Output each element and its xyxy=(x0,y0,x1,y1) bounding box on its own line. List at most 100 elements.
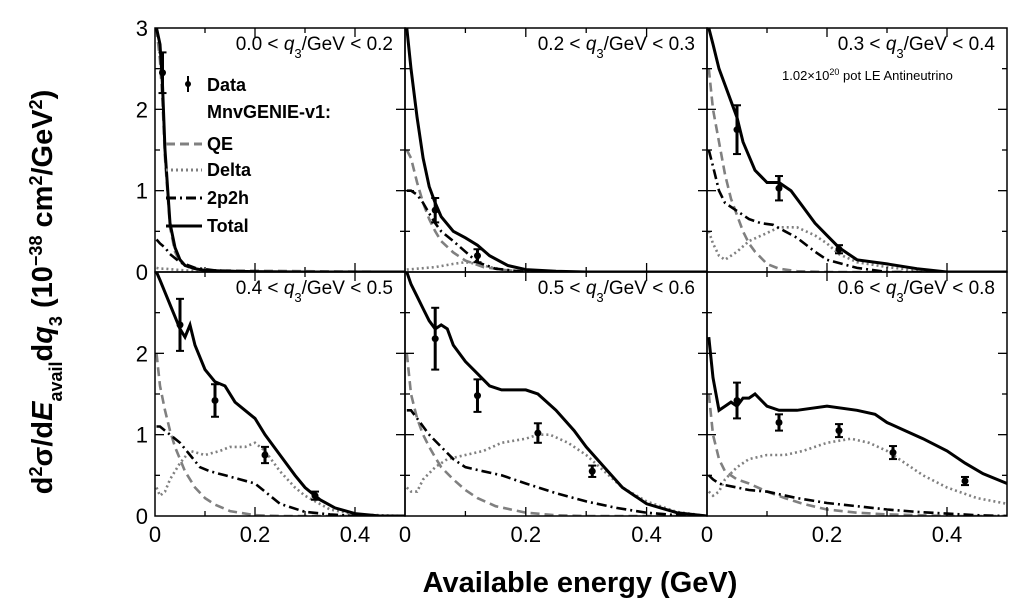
y-title-close: ) xyxy=(27,90,59,100)
x-tick-label-col1-0.2: 0.2 xyxy=(240,522,271,547)
exposure-post: pot LE Antineutrino xyxy=(839,68,952,83)
y-title-units-open: (10 xyxy=(27,266,59,316)
panel-label-q: q xyxy=(886,34,897,55)
series-qe-line-panel-1 xyxy=(155,28,405,272)
y-title-units-mid: cm xyxy=(27,186,59,236)
panel-4: 0.4 < q3/GeV < 0.5 xyxy=(154,271,406,517)
data-point-panel-3-1 xyxy=(775,184,783,192)
panel-label-lo: 0.0 < xyxy=(236,34,284,55)
series-2p2h-line-panel-6 xyxy=(707,474,1007,516)
exposure-exp: 20 xyxy=(829,67,839,77)
panel-label-unit: /GeV < 0.2 xyxy=(302,34,393,55)
x-tick-label-col1-0: 0 xyxy=(149,522,161,547)
series-2p2h-line-panel-3 xyxy=(707,149,1007,272)
series-total-line-panel-5 xyxy=(405,272,707,516)
data-point-panel-4-1 xyxy=(211,397,219,405)
data-point-panel-1-0 xyxy=(159,69,166,77)
series-total-line-panel-2 xyxy=(405,28,707,272)
panel-3-frame xyxy=(706,27,1008,273)
legend-data-label: Data xyxy=(207,75,247,95)
y-axis-title: d2σ/dEavaildq3 (10−38 cm2/GeV2) xyxy=(26,90,66,495)
x-tick-label-col3-0.2: 0.2 xyxy=(812,522,843,547)
data-point-panel-5-2 xyxy=(534,429,542,437)
panel-label-unit: /GeV < 0.3 xyxy=(604,34,695,55)
data-point-panel-4-2 xyxy=(261,451,269,459)
x-tick-label-col3-0.4: 0.4 xyxy=(932,522,963,547)
panel-label-lo: 0.3 < xyxy=(838,34,886,55)
panel-label-6: 0.6 < q3/GeV < 0.8 xyxy=(838,278,995,305)
x-tick-label-col1-0.4: 0.4 xyxy=(340,522,371,547)
panel-label-q: q xyxy=(284,278,295,299)
series-delta-line-panel-5 xyxy=(405,433,707,516)
panel-label-lo: 0.5 < xyxy=(538,278,586,299)
series-delta-line-panel-3 xyxy=(707,226,1007,272)
panel-1-curves xyxy=(155,28,405,272)
panel-1-frame xyxy=(154,27,406,273)
panel-5-frame xyxy=(404,271,708,517)
panel-label-sub: 3 xyxy=(596,46,603,61)
series-2p2h-line-panel-4 xyxy=(156,425,405,516)
series-total-line-panel-3 xyxy=(707,28,1007,272)
legend-qe-label: QE xyxy=(207,134,233,154)
series-total-line-panel-6 xyxy=(707,336,1007,485)
exposure-pre: 1.02×10 xyxy=(782,68,829,83)
panel-label-sub: 3 xyxy=(294,46,301,61)
series-qe-line-panel-3 xyxy=(707,68,1007,272)
y-title-sigma: σ/d xyxy=(27,421,59,467)
panel-label-5: 0.5 < q3/GeV < 0.6 xyxy=(538,278,695,305)
panel-label-unit: /GeV < 0.8 xyxy=(904,278,995,299)
y-title-d: d xyxy=(27,344,59,362)
legend-2p2h-label: 2p2h xyxy=(207,188,249,208)
panel-label-q: q xyxy=(586,34,597,55)
panel-1: 0.0 < q3/GeV < 0.2 xyxy=(154,27,406,273)
panel-label-unit: /GeV < 0.5 xyxy=(302,278,393,299)
series-qe-line-panel-2 xyxy=(405,149,707,272)
panel-label-lo: 0.2 < xyxy=(538,34,586,55)
panel-label-q: q xyxy=(284,34,295,55)
y-title-sup2: 2 xyxy=(26,467,46,477)
panel-label-sub: 3 xyxy=(896,46,903,61)
panel-5-curves xyxy=(405,272,707,516)
y-tick-label-top-1: 1 xyxy=(136,179,148,204)
series-2p2h-line-panel-2 xyxy=(406,189,707,272)
y-title-q: q xyxy=(27,326,59,344)
data-point-panel-3-2 xyxy=(835,245,843,253)
series-qe-line-panel-4 xyxy=(155,353,405,516)
panel-label-4: 0.4 < q3/GeV < 0.5 xyxy=(236,278,393,305)
panel-2: 0.2 < q3/GeV < 0.3 xyxy=(404,27,708,273)
panel-label-unit: /GeV < 0.4 xyxy=(904,34,996,55)
panel-label-lo: 0.6 < xyxy=(838,278,886,299)
y-title-exp: −38 xyxy=(26,236,46,267)
panel-label-lo: 0.4 < xyxy=(236,278,284,299)
y-title-d2: d xyxy=(27,477,59,495)
x-tick-label-col3-0: 0 xyxy=(701,522,713,547)
legend-delta-label: Delta xyxy=(207,160,252,180)
panel-label-3: 0.3 < q3/GeV < 0.4 xyxy=(838,34,996,61)
legend-data-marker xyxy=(185,81,191,87)
data-point-panel-6-4 xyxy=(961,477,969,485)
panel-6-curves xyxy=(707,336,1007,516)
series-2p2h-line-panel-5 xyxy=(406,408,707,516)
panel-4-curves xyxy=(155,272,405,516)
panel-4-frame xyxy=(154,271,406,517)
data-point-panel-6-2 xyxy=(835,427,843,435)
series-delta-line-panel-6 xyxy=(707,437,1007,506)
panel-6: 0.6 < q3/GeV < 0.8 xyxy=(706,271,1008,517)
data-point-panel-4-3 xyxy=(311,492,319,500)
panel-3: 0.3 < q3/GeV < 0.4 xyxy=(706,27,1008,273)
y-title-avail: avail xyxy=(46,362,66,402)
panel-label-sub: 3 xyxy=(896,290,903,305)
y-tick-label-bottom-2: 2 xyxy=(136,341,148,366)
y-tick-label-top-3: 3 xyxy=(136,16,148,41)
panel-label-sub: 3 xyxy=(294,290,301,305)
data-point-panel-2-0 xyxy=(431,206,439,214)
x-tick-label-col2-0: 0 xyxy=(399,522,411,547)
data-point-panel-6-1 xyxy=(775,418,783,426)
series-delta-line-panel-4 xyxy=(155,441,405,516)
data-point-panel-2-1 xyxy=(473,252,481,260)
panel-label-1: 0.0 < q3/GeV < 0.2 xyxy=(236,34,393,61)
legend-model-label: MnvGENIE-v1: xyxy=(207,102,331,122)
series-qe-line-panel-5 xyxy=(405,353,707,516)
